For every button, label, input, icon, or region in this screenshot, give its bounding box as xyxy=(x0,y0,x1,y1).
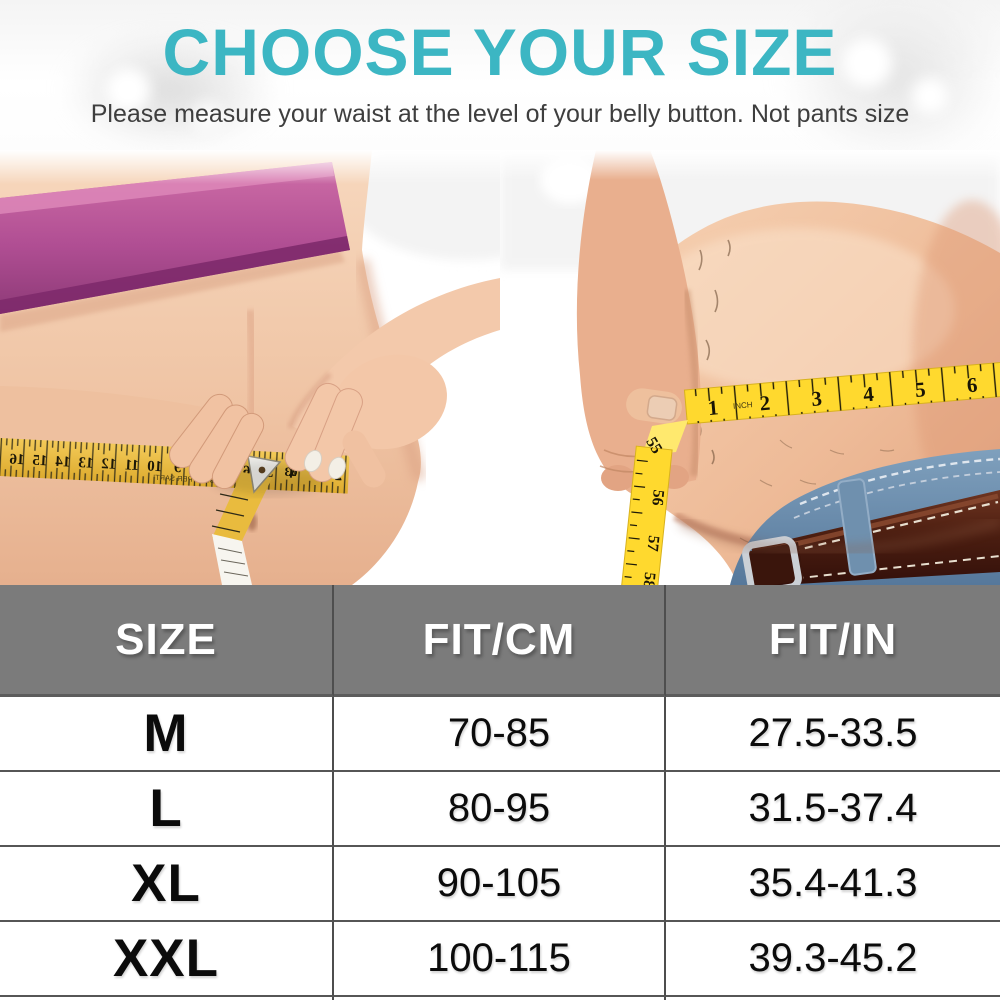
in-cell: 39.3-45.2 xyxy=(666,922,1000,997)
bokeh-light xyxy=(60,30,280,150)
arm-shading xyxy=(287,371,333,430)
in-cell: 31.5-37.4 xyxy=(666,772,1000,847)
belt xyxy=(742,490,1000,585)
belt-stitching xyxy=(763,500,999,560)
woman-left-hand xyxy=(169,393,265,490)
tape-number: 55 xyxy=(642,434,665,457)
inch-label: INCH xyxy=(733,400,753,411)
thumb-nail xyxy=(646,395,678,421)
horizontal-tape: 1 2 3 4 5 6 INCH xyxy=(683,360,1000,425)
fingernail xyxy=(303,449,323,473)
tape-number: 2 xyxy=(759,391,772,416)
photo-woman-measuring-waist: 16 15 14 13 12 11 10 9 8 7 6 5 4 3 2 MIS… xyxy=(0,150,500,585)
vertical-tape: 56 57 58 55 xyxy=(621,420,688,585)
belt-gloss xyxy=(761,493,999,555)
bokeh-light xyxy=(842,38,892,88)
column-header-fitcm: FIT/CM xyxy=(334,585,666,697)
partial-row-cell xyxy=(666,997,1000,1000)
size-table: SIZE FIT/CM FIT/IN M 70-85 27.5-33.5 L 8… xyxy=(0,585,1000,1000)
page-subtitle: Please measure your waist at the level o… xyxy=(90,100,910,128)
tape-ticks xyxy=(684,361,1000,424)
tape-number: 14 xyxy=(54,454,70,471)
tape-number: 12 xyxy=(101,456,117,473)
fingernail xyxy=(328,456,346,480)
tape-number: 9 xyxy=(174,460,182,476)
under-bra-shadow xyxy=(0,250,345,332)
photo-top-fade xyxy=(500,150,1000,180)
header-section: CHOOSE YOUR SIZE Please measure your wai… xyxy=(0,0,1000,160)
bokeh-light xyxy=(106,68,150,112)
in-cell: 35.4-41.3 xyxy=(666,847,1000,922)
belt-stitching xyxy=(781,555,1000,581)
column-header-size: SIZE xyxy=(0,585,334,697)
in-cell: 27.5-33.5 xyxy=(666,697,1000,772)
photo-section: 16 15 14 13 12 11 10 9 8 7 6 5 4 3 2 MIS… xyxy=(0,150,1000,585)
tape-number: 56 xyxy=(648,489,667,507)
tape-number: 57 xyxy=(643,535,662,553)
belly-shading xyxy=(912,200,1000,520)
tape-number: 6 xyxy=(966,373,979,398)
photo-top-fade xyxy=(0,150,500,184)
column-header-fitin: FIT/IN xyxy=(666,585,1000,697)
page-title: CHOOSE YOUR SIZE xyxy=(162,15,838,89)
tape-number: 13 xyxy=(78,455,94,472)
belly-highlight xyxy=(645,228,955,392)
tape-number: 11 xyxy=(124,457,139,474)
partial-row-cell xyxy=(0,997,334,1000)
woman-right-hand xyxy=(284,354,447,488)
bokeh-light xyxy=(780,0,1000,160)
jeans-stitching xyxy=(799,457,1000,506)
tape-number: 16 xyxy=(9,451,25,468)
arm-shading xyxy=(682,289,701,477)
jeans-stitching xyxy=(793,471,1000,519)
tape-number: 1 xyxy=(707,395,720,420)
size-cell: M xyxy=(0,697,334,772)
size-cell: L xyxy=(0,772,334,847)
tape-number: 15 xyxy=(32,453,48,470)
tape-number: 5 xyxy=(914,377,927,402)
bokeh-light xyxy=(192,102,224,134)
belly-shadow-on-jeans xyxy=(677,517,1000,556)
partial-row-cell xyxy=(334,997,666,1000)
tape-number: 58 xyxy=(640,571,659,585)
cm-cell: 90-105 xyxy=(334,847,666,922)
cm-cell: 80-95 xyxy=(334,772,666,847)
tape-number: 4 xyxy=(862,382,875,407)
tape-number: 3 xyxy=(810,386,823,411)
cm-cell: 100-115 xyxy=(334,922,666,997)
cm-cell: 70-85 xyxy=(334,697,666,772)
tape-number: 10 xyxy=(147,458,163,475)
bokeh-light xyxy=(912,78,948,114)
size-cell: XXL xyxy=(0,922,334,997)
photo-man-measuring-belly: 1 2 3 4 5 6 INCH xyxy=(500,150,1000,585)
size-cell: XL xyxy=(0,847,334,922)
